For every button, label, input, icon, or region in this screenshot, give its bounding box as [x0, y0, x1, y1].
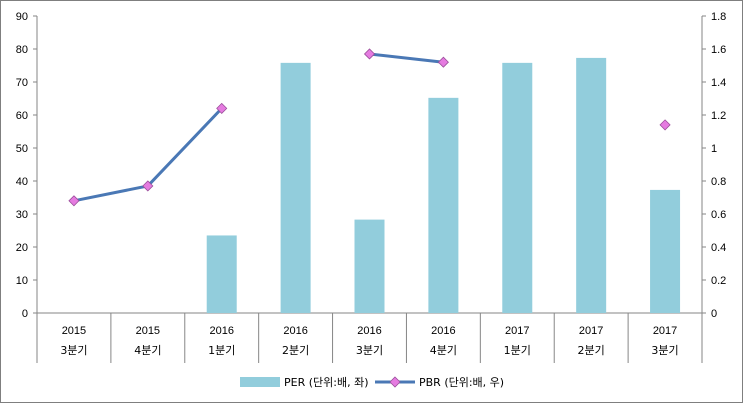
y-right-tick-label: 1.4 [711, 77, 726, 89]
y-left-tick-label: 0 [22, 308, 28, 320]
y-left-tick-label: 30 [16, 209, 28, 221]
y-left-tick-label: 60 [16, 110, 28, 122]
per-bar [502, 62, 533, 313]
per-bar [650, 189, 681, 313]
x-tick-label-quarter: 3분기 [651, 344, 678, 357]
y-left-tick-label: 40 [16, 176, 28, 188]
x-tick-label-quarter: 1분기 [504, 344, 531, 357]
x-tick-label-quarter: 2분기 [578, 344, 605, 357]
legend-label-per: PER (단위:배, 좌) [284, 376, 369, 389]
y-right-tick-label: 1.2 [711, 110, 726, 122]
per-bar [206, 235, 237, 313]
x-tick-label-year: 2016 [357, 325, 381, 337]
legend-swatch-per [240, 377, 280, 387]
legend-label-pbr: PBR (단위:배, 우) [419, 376, 504, 389]
y-right-tick-label: 1 [711, 143, 717, 155]
y-right-tick-label: 0.2 [711, 275, 726, 287]
x-tick-label-year: 2016 [431, 325, 455, 337]
pbr-point [68, 195, 80, 207]
x-tick-label-year: 2015 [136, 325, 160, 337]
per-bar [280, 62, 311, 313]
y-right-tick-label: 1.8 [711, 11, 726, 23]
y-right-tick-label: 1.6 [711, 44, 726, 56]
x-tick-label-quarter: 3분기 [356, 344, 383, 357]
y-left-tick-label: 10 [16, 275, 28, 287]
pbr-point [363, 48, 376, 60]
y-left-tick-label: 90 [16, 11, 28, 23]
pbr-point [216, 102, 228, 114]
pbr-line-segment [368, 52, 445, 64]
per-bar [576, 57, 607, 313]
y-left-tick-label: 80 [16, 44, 28, 56]
x-tick-label-year: 2016 [283, 325, 307, 337]
x-tick-label-year: 2017 [505, 325, 529, 337]
per-bar [428, 97, 459, 313]
x-tick-label-quarter: 1분기 [208, 344, 235, 357]
per-bar [354, 219, 385, 313]
y-right-tick-label: 0 [711, 308, 717, 320]
x-tick-label-year: 2015 [62, 325, 86, 337]
y-right-tick-label: 0.6 [711, 209, 726, 221]
y-left-tick-label: 50 [16, 143, 28, 155]
legend-marker-pbr [389, 376, 401, 388]
y-right-tick-label: 0.4 [711, 242, 726, 254]
x-tick-label-quarter: 4분기 [134, 344, 161, 357]
y-right-tick-label: 0.8 [711, 176, 726, 188]
y-left-tick-label: 70 [16, 77, 28, 89]
pbr-line-segment [146, 106, 224, 188]
pbr-point [659, 119, 671, 131]
x-tick-label-year: 2017 [653, 325, 677, 337]
pbr-line-segment [72, 184, 150, 203]
x-tick-label-quarter: 4분기 [430, 344, 457, 357]
pbr-point [142, 180, 154, 192]
x-tick-label-year: 2016 [209, 325, 233, 337]
x-tick-label-quarter: 2분기 [282, 344, 309, 357]
pbr-point [437, 56, 449, 68]
x-tick-label-year: 2017 [579, 325, 603, 337]
x-tick-label-quarter: 3분기 [60, 344, 87, 357]
y-left-tick-label: 20 [16, 242, 28, 254]
